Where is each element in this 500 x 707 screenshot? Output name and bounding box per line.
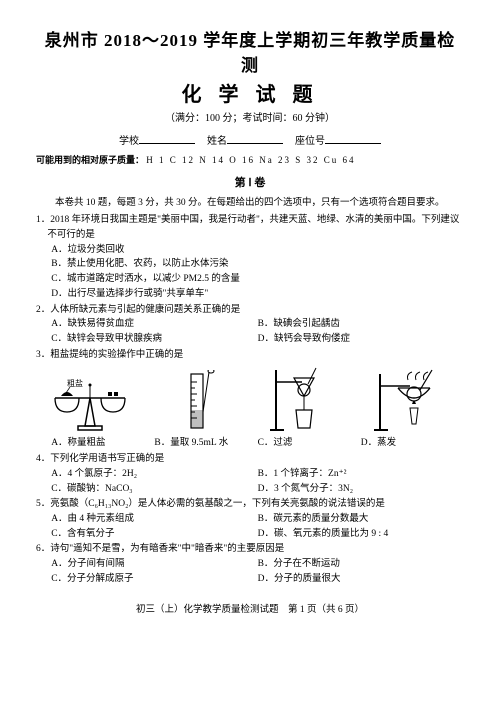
school-field: 学校 bbox=[119, 132, 195, 147]
q3-diagram-c bbox=[256, 366, 352, 434]
mass-label: 可能用到的相对原子质量： bbox=[36, 155, 144, 165]
q5-stem: 亮氨酸（C₆H₁₃NO₂）是人体必需的氨基酸之一，下列有关亮氨酸的说法错误的是 bbox=[50, 499, 385, 509]
q5-option-b: B．碳元素的质量分数最大 bbox=[258, 512, 464, 527]
q5-option-a: A．由 4 种元素组成 bbox=[51, 512, 257, 527]
q4-option-d: D．3 个氮气分子：3N₂ bbox=[258, 482, 464, 497]
section-instructions: 本卷共 10 题，每题 3 分，共 30 分。在每题给出的四个选项中，只有一个选… bbox=[36, 196, 464, 210]
question-1: 1．2018 年环境日我国主题是"美丽中国，我是行动者"，共建天蓝、地绿、水清的… bbox=[36, 213, 464, 301]
q1-option-d: D．出行尽量选择步行或骑"共享单车" bbox=[36, 287, 464, 302]
q3-diagram-row: 粗盐 bbox=[36, 362, 464, 436]
salt-label: 粗盐 bbox=[67, 378, 83, 388]
question-4: 4．下列化学用语书写正确的是 A．4 个氯原子：2H₂ B．1 个锌离子：Zn⁺… bbox=[36, 452, 464, 496]
question-6: 6．诗句"遥知不是雪，为有暗香来"中"暗香来"的主要原因是 A．分子间有间隔 B… bbox=[36, 542, 464, 586]
seat-label: 座位号 bbox=[295, 132, 325, 147]
section-1-title: 第 Ⅰ 卷 bbox=[36, 174, 464, 190]
q1-stem: 2018 年环境日我国主题是"美丽中国，我是行动者"，共建天蓝、地绿、水清的美丽… bbox=[47, 215, 459, 240]
q4-stem: 下列化学用语书写正确的是 bbox=[50, 454, 164, 464]
q2-option-d: D．缺钙会导致佝偻症 bbox=[258, 332, 464, 347]
q4-number: 4． bbox=[36, 454, 50, 464]
question-2: 2．人体所缺元素与引起的健康问题关系正确的是 A．缺铁易得贫血症 B．缺碘会引起… bbox=[36, 303, 464, 347]
q3-option-a: A．称量粗盐 bbox=[51, 436, 154, 451]
page-footer: 初三（上）化学教学质量检测试题 第 1 页（共 6 页） bbox=[36, 601, 464, 615]
exam-page: 泉州市 2018～2019 学年度上学期初三年教学质量检测 化 学 试 题 （满… bbox=[0, 0, 500, 625]
mass-values: H 1 C 12 N 14 O 16 Na 23 S 32 Cu 64 bbox=[146, 155, 355, 165]
q6-option-a: A．分子间有间隔 bbox=[51, 557, 257, 572]
atomic-mass-line: 可能用到的相对原子质量： H 1 C 12 N 14 O 16 Na 23 S … bbox=[36, 153, 464, 166]
q6-number: 6． bbox=[36, 544, 50, 554]
school-label: 学校 bbox=[119, 132, 139, 147]
q3-diagram-b bbox=[149, 370, 245, 434]
school-blank bbox=[139, 133, 195, 144]
title-sub: 化 学 试 题 bbox=[36, 78, 464, 107]
q3-diagram-a: 粗盐 bbox=[42, 378, 138, 434]
seat-field: 座位号 bbox=[295, 132, 381, 147]
seat-blank bbox=[325, 133, 381, 144]
question-3: 3．粗盐提纯的实验操作中正确的是 粗盐 bbox=[36, 348, 464, 451]
q6-stem: 诗句"遥知不是雪，为有暗香来"中"暗香来"的主要原因是 bbox=[50, 544, 284, 554]
q4-option-b: B．1 个锌离子：Zn⁺² bbox=[258, 467, 464, 482]
q3-number: 3． bbox=[36, 350, 50, 360]
exam-meta: （满分：100 分；考试时间：60 分钟） bbox=[36, 109, 464, 124]
q2-option-a: A．缺铁易得贫血症 bbox=[51, 317, 257, 332]
name-blank bbox=[227, 133, 283, 144]
student-info-line: 学校 姓名 座位号 bbox=[36, 132, 464, 147]
q6-option-c: C．分子分解成原子 bbox=[51, 572, 257, 587]
q1-option-b: B．禁止使用化肥、农药，以防止水体污染 bbox=[36, 257, 464, 272]
q1-option-a: A．垃圾分类回收 bbox=[36, 243, 464, 258]
q2-option-b: B．缺碘会引起龋齿 bbox=[258, 317, 464, 332]
name-label: 姓名 bbox=[207, 132, 227, 147]
q4-option-a: A．4 个氯原子：2H₂ bbox=[51, 467, 257, 482]
q4-option-c: C．碳酸钠：NaCO₃ bbox=[51, 482, 257, 497]
q5-option-d: D．碳、氧元素的质量比为 9 : 4 bbox=[258, 527, 464, 542]
name-field: 姓名 bbox=[207, 132, 283, 147]
q3-option-c: C．过滤 bbox=[258, 436, 361, 451]
q5-number: 5． bbox=[36, 499, 50, 509]
q3-option-b: B．量取 9.5mL 水 bbox=[154, 436, 257, 451]
q1-option-c: C．城市道路定时洒水，以减少 PM2.5 的含量 bbox=[36, 272, 464, 287]
q3-stem: 粗盐提纯的实验操作中正确的是 bbox=[50, 350, 183, 360]
q2-stem: 人体所缺元素与引起的健康问题关系正确的是 bbox=[50, 305, 240, 315]
q6-option-b: B．分子在不断运动 bbox=[258, 557, 464, 572]
q2-number: 2． bbox=[36, 305, 50, 315]
q2-option-c: C．缺锌会导致甲状腺疾病 bbox=[51, 332, 257, 347]
q6-option-d: D．分子的质量很大 bbox=[258, 572, 464, 587]
question-5: 5．亮氨酸（C₆H₁₃NO₂）是人体必需的氨基酸之一，下列有关亮氨酸的说法错误的… bbox=[36, 497, 464, 541]
title-main: 泉州市 2018～2019 学年度上学期初三年教学质量检测 bbox=[36, 26, 464, 76]
q5-option-c: C．含有氧分子 bbox=[51, 527, 257, 542]
q3-diagram-d bbox=[363, 368, 459, 434]
q1-number: 1． bbox=[36, 215, 50, 225]
q3-option-d: D．蒸发 bbox=[361, 436, 464, 451]
